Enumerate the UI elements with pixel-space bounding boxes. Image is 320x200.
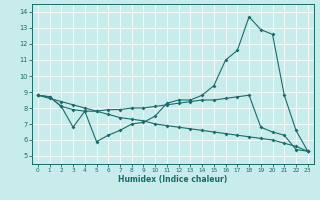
X-axis label: Humidex (Indice chaleur): Humidex (Indice chaleur) (118, 175, 228, 184)
